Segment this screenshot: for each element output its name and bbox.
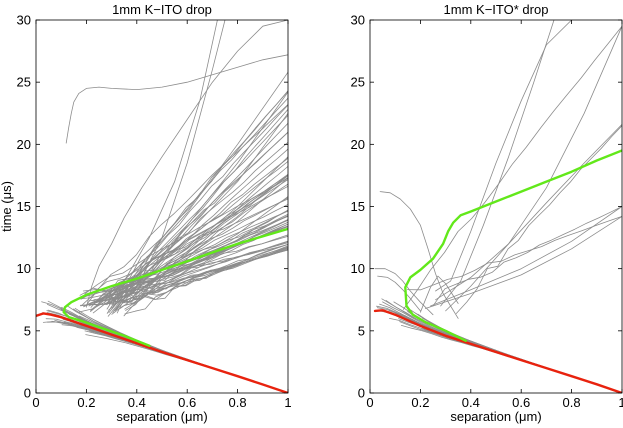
gray-trace-lower <box>41 301 284 392</box>
x-tick-label: 0.8 <box>229 395 247 410</box>
y-axis-label: time (μs) <box>0 181 14 232</box>
gray-trace-upper <box>123 174 288 317</box>
x-axis-label: separation (μm) <box>450 409 541 424</box>
x-tick-label: 0.4 <box>128 395 146 410</box>
gray-trace-lower <box>393 301 616 392</box>
y-tick-label: 25 <box>351 75 365 90</box>
gray-trace-upper <box>113 104 288 299</box>
gray-trace-upper <box>80 198 288 300</box>
gray-trace-excursion <box>425 216 622 309</box>
gray-trace-upper <box>108 215 288 311</box>
gray-trace-lower <box>407 311 620 393</box>
gray-trace-upper <box>104 210 288 305</box>
red-mean-line <box>36 312 288 393</box>
y-tick-label: 20 <box>17 137 31 152</box>
y-tick-label: 15 <box>17 199 31 214</box>
gray-trace-excursion <box>440 20 555 307</box>
gray-trace-excursion <box>435 124 622 301</box>
x-tick-label: 0.2 <box>77 395 95 410</box>
gray-trace-excursion <box>65 54 288 144</box>
gray-trace-upper <box>107 221 288 305</box>
gray-trace-excursion <box>430 206 622 307</box>
x-tick-label: 0.8 <box>563 395 581 410</box>
gray-trace-upper <box>403 25 622 310</box>
y-tick-label: 20 <box>351 137 365 152</box>
gray-trace-upper <box>79 235 288 296</box>
gray-trace-lower <box>65 304 279 390</box>
gray-trace-upper <box>455 125 622 314</box>
y-tick-label: 10 <box>351 261 365 276</box>
gray-trace-lower <box>89 317 282 392</box>
y-tick-label: 0 <box>24 386 31 401</box>
gray-trace-excursion <box>86 20 288 308</box>
gray-trace-lower <box>410 309 613 390</box>
plot-area <box>373 20 622 393</box>
y-tick-label: 0 <box>358 386 365 401</box>
chart-title: 1mm K−ITO* drop <box>444 2 549 17</box>
y-tick-label: 30 <box>351 13 365 28</box>
gray-trace-lower <box>47 321 280 391</box>
gray-trace-lower <box>85 334 288 393</box>
gray-trace-upper <box>112 90 288 306</box>
gray-trace-upper <box>124 166 288 310</box>
gray-trace-lower <box>415 312 618 392</box>
gray-trace-excursion <box>86 177 288 306</box>
gray-trace-upper <box>114 248 288 304</box>
gray-trace-upper <box>407 216 622 291</box>
gray-trace-lower <box>382 301 615 391</box>
gray-trace-excursion <box>83 196 288 307</box>
x-tick-label: 0.6 <box>178 395 196 410</box>
y-tick-label: 10 <box>17 261 31 276</box>
gray-trace-excursion <box>445 25 622 312</box>
gray-trace-lower <box>417 313 620 393</box>
x-tick-label: 1 <box>284 395 291 410</box>
x-axis-label: separation (μm) <box>116 409 207 424</box>
y-tick-label: 15 <box>351 199 365 214</box>
gray-trace-upper <box>93 215 288 301</box>
x-tick-label: 0.2 <box>411 395 429 410</box>
gray-trace-excursion <box>96 91 288 307</box>
red-mean-line <box>373 309 622 393</box>
y-tick-label: 5 <box>358 323 365 338</box>
gray-trace-excursion <box>377 275 421 312</box>
x-tick-label: 0.4 <box>462 395 480 410</box>
gray-trace-upper <box>432 206 622 307</box>
y-tick-label: 30 <box>17 13 31 28</box>
green-mean-line <box>62 227 288 347</box>
green-mean-line <box>404 149 622 342</box>
gray-trace-excursion <box>435 20 572 292</box>
chart-title: 1mm K−ITO drop <box>112 2 212 17</box>
gray-trace-upper <box>113 213 288 312</box>
gray-trace-lower <box>42 321 286 393</box>
gray-trace-lower <box>74 307 288 393</box>
gray-trace-excursion <box>116 20 226 311</box>
gray-trace-excursion <box>420 275 459 313</box>
gray-trace-lower <box>72 308 286 393</box>
gray-trace-excursion <box>374 268 434 316</box>
gray-trace-lower <box>385 300 619 392</box>
x-tick-label: 0 <box>32 395 39 410</box>
gray-trace-upper <box>125 209 288 311</box>
gray-trace-upper <box>85 104 288 307</box>
gray-trace-upper <box>119 219 288 303</box>
gray-trace-upper <box>84 177 288 295</box>
gray-trace-upper <box>124 245 288 315</box>
x-tick-label: 0 <box>366 395 373 410</box>
gray-trace-upper <box>108 244 288 313</box>
x-tick-label: 0.6 <box>512 395 530 410</box>
gray-trace-upper <box>78 240 288 313</box>
y-tick-label: 5 <box>24 323 31 338</box>
y-tick-label: 25 <box>17 75 31 90</box>
gray-trace-excursion <box>98 71 288 303</box>
gray-trace-excursion <box>93 112 288 304</box>
gray-trace-excursion <box>106 20 218 304</box>
gray-trace-upper <box>112 141 288 304</box>
plot-area <box>36 20 288 393</box>
x-tick-label: 1 <box>618 395 623 410</box>
gray-trace-lower <box>381 298 614 391</box>
